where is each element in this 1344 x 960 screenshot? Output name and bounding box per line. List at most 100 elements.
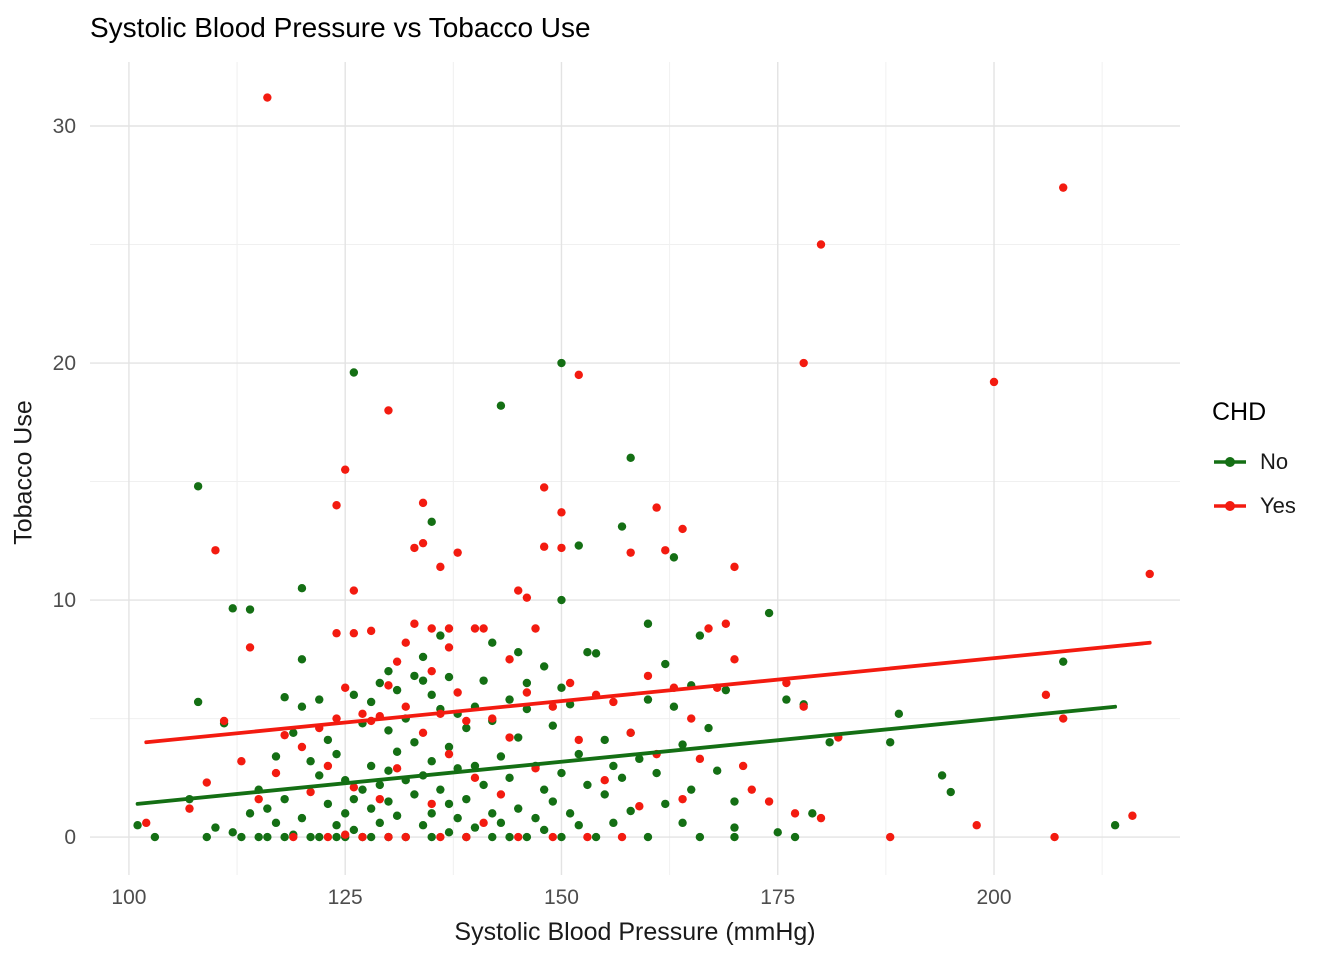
data-point	[799, 702, 808, 711]
data-point	[427, 624, 436, 633]
data-point	[392, 811, 402, 820]
data-point	[539, 825, 549, 835]
data-point	[470, 761, 480, 771]
data-point	[427, 799, 436, 809]
data-point	[280, 832, 289, 842]
data-point	[1041, 690, 1051, 700]
data-point	[358, 785, 367, 794]
data-point	[808, 809, 817, 818]
data-point	[375, 818, 385, 828]
data-point	[591, 649, 601, 658]
y-tick-label: 0	[64, 826, 76, 849]
data-point	[444, 643, 454, 652]
data-point	[661, 659, 670, 669]
data-point	[323, 799, 333, 809]
data-point	[652, 503, 661, 512]
data-point	[332, 821, 341, 830]
data-point	[505, 832, 514, 842]
data-point	[470, 773, 480, 783]
data-point	[946, 787, 955, 797]
legend-title: CHD	[1212, 398, 1267, 426]
data-point	[1110, 821, 1120, 830]
y-tick-label: 10	[53, 589, 76, 612]
data-point	[462, 723, 471, 733]
data-point	[773, 828, 782, 837]
data-point	[609, 761, 618, 771]
data-point	[496, 752, 506, 761]
data-point	[574, 735, 583, 745]
data-point	[479, 818, 488, 828]
data-point	[254, 794, 263, 804]
data-point	[332, 832, 341, 842]
data-point	[747, 785, 756, 794]
data-point	[885, 832, 895, 842]
data-point	[574, 370, 583, 380]
data-point	[557, 508, 566, 517]
data-point	[488, 638, 497, 647]
data-point	[340, 809, 350, 818]
data-point	[678, 818, 687, 828]
data-point	[375, 794, 385, 804]
data-point	[392, 657, 402, 666]
data-point	[643, 695, 653, 704]
legend-entry-no-label: No	[1260, 449, 1289, 474]
data-point	[289, 832, 298, 842]
data-point	[496, 790, 506, 799]
data-point	[427, 666, 436, 676]
data-point	[496, 401, 506, 410]
data-point	[687, 714, 696, 723]
data-point	[315, 832, 324, 842]
data-point	[514, 832, 523, 842]
data-point	[245, 605, 255, 614]
data-point	[816, 240, 826, 249]
data-point	[574, 541, 583, 550]
data-point	[678, 740, 687, 749]
y-tick-label: 20	[53, 352, 76, 375]
data-point	[418, 652, 428, 662]
data-point	[617, 522, 627, 531]
legend-key-no-icon	[1214, 457, 1246, 467]
data-point	[444, 624, 454, 633]
data-point	[730, 562, 739, 572]
data-point	[470, 624, 480, 633]
data-point	[1059, 657, 1068, 666]
data-point	[721, 619, 731, 628]
data-point	[496, 818, 506, 828]
data-point	[306, 832, 315, 842]
data-point	[401, 638, 410, 647]
data-point	[548, 832, 558, 842]
data-point	[972, 821, 981, 830]
x-tick-label: 100	[111, 886, 146, 909]
y-axis-label: Tobacco Use	[9, 400, 38, 545]
data-point	[323, 832, 333, 842]
legend-entry-yes: Yes	[1212, 491, 1296, 521]
data-point	[721, 685, 731, 695]
data-point	[885, 738, 895, 747]
data-point	[764, 608, 774, 618]
data-point	[548, 797, 558, 806]
data-point	[574, 749, 583, 759]
x-axis-label: Systolic Blood Pressure (mmHg)	[454, 918, 816, 946]
data-point	[237, 757, 246, 766]
data-point	[297, 742, 307, 752]
y-tick-label: 30	[53, 115, 76, 138]
data-point	[539, 483, 549, 492]
data-point	[1145, 569, 1154, 579]
data-point	[219, 716, 229, 726]
data-point	[462, 716, 471, 726]
data-point	[392, 764, 402, 773]
legend-entry-no: No	[1212, 447, 1296, 477]
data-point	[392, 685, 402, 695]
data-point	[626, 806, 635, 816]
data-point	[444, 749, 454, 759]
data-point	[366, 697, 376, 707]
data-point	[479, 676, 488, 685]
data-point	[401, 832, 410, 842]
data-point	[349, 794, 359, 804]
data-point	[366, 804, 376, 813]
data-point	[539, 662, 549, 671]
data-point	[609, 818, 618, 828]
data-point	[522, 593, 532, 602]
data-point	[453, 548, 462, 557]
